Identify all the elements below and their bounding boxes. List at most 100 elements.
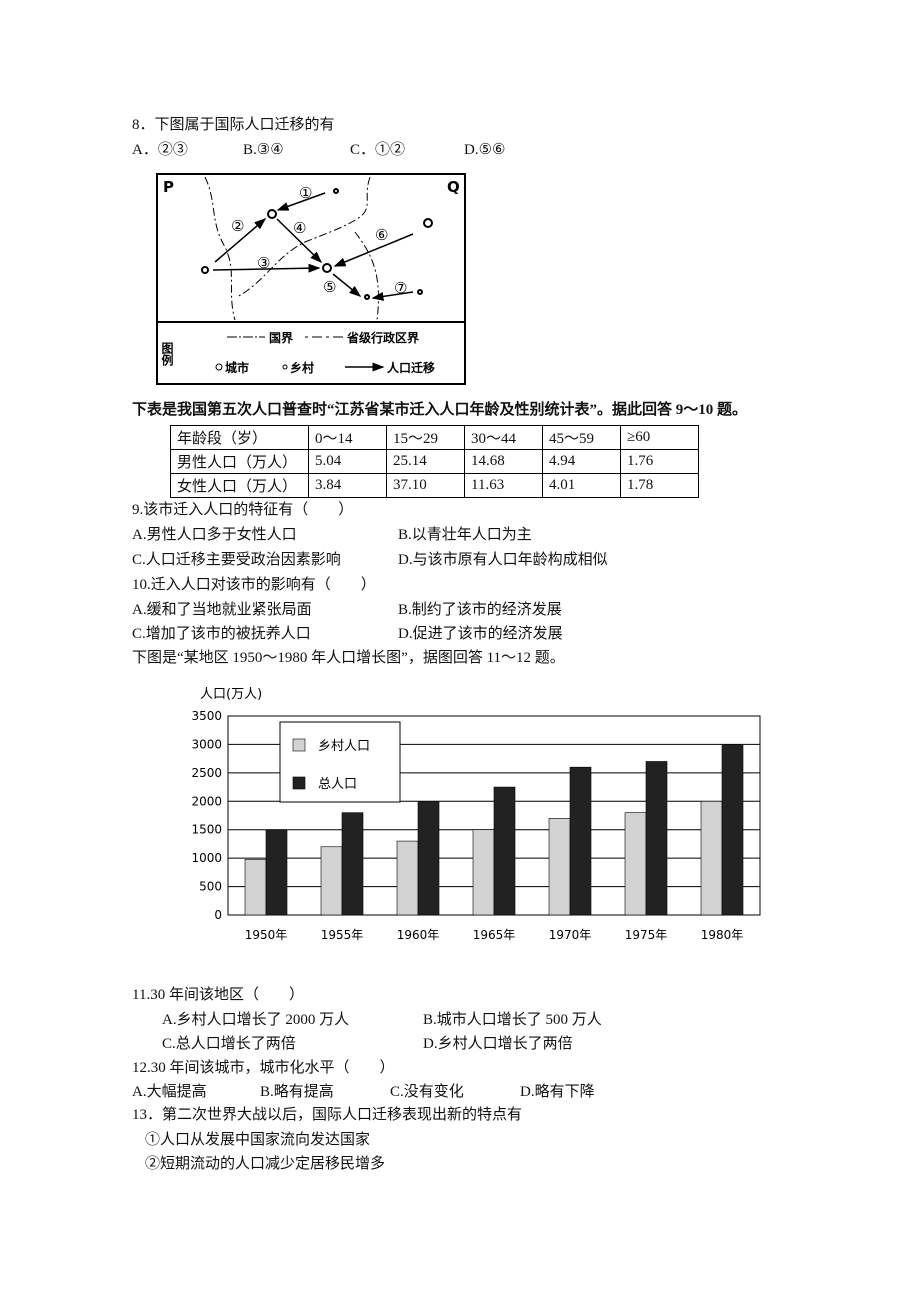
question-stem: 11.30 年间该地区（ ）: [132, 987, 304, 1003]
legend-text: 人口迁移: [387, 360, 435, 375]
option: A．②③: [132, 142, 188, 158]
bar: [700, 800, 723, 916]
y-tick-label: 1500: [191, 823, 222, 837]
option: C.没有变化: [390, 1084, 464, 1100]
option: D.促进了该市的经济发展: [398, 626, 563, 642]
x-tick-label: 1975年: [625, 928, 668, 942]
corner-label: Q: [447, 178, 460, 196]
bar: [341, 812, 364, 916]
arrow-label: ②: [231, 217, 244, 235]
x-tick-label: 1980年: [701, 928, 744, 942]
y-tick-label: 3000: [191, 737, 222, 751]
legend-title: 图例: [160, 342, 174, 367]
bar-chart: 人口(万人) 0 500 1000 1500 2000 2500 3000 3500 1950年…: [191, 687, 761, 942]
intro: 下表是我国第五次人口普查时“江苏省某市迁入人口年龄及性别统计表”。据此回答 9～…: [132, 402, 748, 418]
table-cell: 11.63: [464, 473, 543, 498]
table-cell: 女性人口（万人）: [170, 473, 309, 498]
legend-text: 乡村: [290, 360, 314, 375]
table-cell: 男性人口（万人）: [170, 449, 309, 474]
option: C.增加了该市的被抚养人口: [132, 626, 311, 642]
arrow-label: ⑤: [323, 278, 336, 296]
data-table: 年龄段（岁） 0～14 15～29 30～44 45～59 ≥60 男性人口（万人） 5.04…: [170, 425, 699, 498]
legend-text: 城市: [225, 360, 249, 375]
bar: [320, 846, 343, 916]
question-stem: 10.迁入人口对该市的影响有（ ）: [132, 577, 376, 593]
table-cell: 4.94: [542, 449, 621, 474]
legend-label: 总人口: [318, 777, 357, 792]
option: B.城市人口增长了 500 万人: [423, 1012, 602, 1028]
bar: [645, 761, 668, 916]
legend-swatch: [292, 738, 306, 752]
migration-map: P Q ① ② ③ ④ ⑤ ⑥ ⑦ 图例 国界 省级行政区界 城市 乡村 人口迁…: [156, 173, 466, 385]
table-cell: 15～29: [386, 425, 465, 450]
bar: [624, 812, 647, 916]
table-cell: 年龄段（岁）: [170, 425, 309, 450]
y-tick-label: 0: [214, 908, 222, 922]
table-cell: 1.78: [620, 473, 699, 498]
table-cell: 4.01: [542, 473, 621, 498]
list-item: ①人口从发展中国家流向发达国家: [145, 1132, 371, 1148]
question-stem: 13．第二次世界大战以后，国际人口迁移表现出新的特点有: [132, 1107, 523, 1123]
corner-label: P: [163, 178, 174, 196]
table-cell: 0～14: [308, 425, 387, 450]
bar: [569, 766, 592, 916]
x-tick-label: 1960年: [397, 928, 440, 942]
table-cell: 45～59: [542, 425, 621, 450]
intro: 下图是“某地区 1950～1980 年人口增长图”，据图回答 11～12 题。: [132, 650, 565, 666]
x-tick-label: 1950年: [245, 928, 288, 942]
arrow-label: ③: [257, 254, 270, 272]
option: B.略有提高: [260, 1084, 334, 1100]
table-cell: 30～44: [464, 425, 543, 450]
option: B.制约了该市的经济发展: [398, 602, 562, 618]
y-tick-label: 500: [199, 880, 222, 894]
legend-text: 省级行政区界: [346, 330, 419, 345]
legend-swatch: [292, 776, 306, 790]
bar: [493, 786, 516, 916]
arrow-label: ①: [299, 184, 312, 202]
table-cell: 5.04: [308, 449, 387, 474]
option: D.⑤⑥: [464, 142, 506, 158]
x-tick-label: 1965年: [473, 928, 516, 942]
arrow-label: ⑦: [394, 279, 407, 297]
table-cell: 14.68: [464, 449, 543, 474]
arrow-label: ④: [293, 219, 306, 237]
option: A.乡村人口增长了 2000 万人: [162, 1012, 350, 1028]
question-stem: 12.30 年间该城市，城市化水平（ ）: [132, 1060, 395, 1076]
bar: [244, 858, 267, 916]
option: C.总人口增长了两倍: [162, 1036, 296, 1052]
bar: [265, 829, 288, 916]
y-axis-label: 人口(万人): [200, 687, 262, 702]
option: D.乡村人口增长了两倍: [423, 1036, 573, 1052]
y-tick-label: 2000: [191, 794, 222, 808]
table-row: 男性人口（万人） 5.04 25.14 14.68 4.94 1.76: [170, 449, 699, 474]
option: A.缓和了当地就业紧张局面: [132, 602, 312, 618]
option: C.人口迁移主要受政治因素影响: [132, 552, 341, 568]
table-cell: ≥60: [620, 425, 699, 450]
table-row: 年龄段（岁） 0～14 15～29 30～44 45～59 ≥60: [170, 425, 699, 450]
arrow-label: ⑥: [375, 226, 388, 244]
table-row: 女性人口（万人） 3.84 37.10 11.63 4.01 1.78: [170, 473, 699, 498]
bar: [472, 829, 495, 916]
table-cell: 1.76: [620, 449, 699, 474]
x-tick-label: 1970年: [549, 928, 592, 942]
legend-label: 乡村人口: [318, 739, 370, 754]
option: A.男性人口多于女性人口: [132, 527, 297, 543]
question-stem: 8．下图属于国际人口迁移的有: [132, 117, 335, 133]
y-tick-label: 3500: [191, 709, 222, 723]
table-cell: 37.10: [386, 473, 465, 498]
option: C．①②: [350, 142, 406, 158]
table-cell: 25.14: [386, 449, 465, 474]
table-cell: 3.84: [308, 473, 387, 498]
bar: [417, 800, 440, 916]
option: A.大幅提高: [132, 1084, 207, 1100]
bar: [548, 818, 571, 916]
bar: [396, 840, 419, 916]
y-tick-label: 2500: [191, 766, 222, 780]
option: B.以青壮年人口为主: [398, 527, 532, 543]
option: D.略有下降: [520, 1084, 595, 1100]
option: D.与该市原有人口年龄构成相似: [398, 552, 608, 568]
y-tick-label: 1000: [191, 851, 222, 865]
bar: [721, 744, 744, 916]
legend-text: 国界: [269, 330, 293, 345]
